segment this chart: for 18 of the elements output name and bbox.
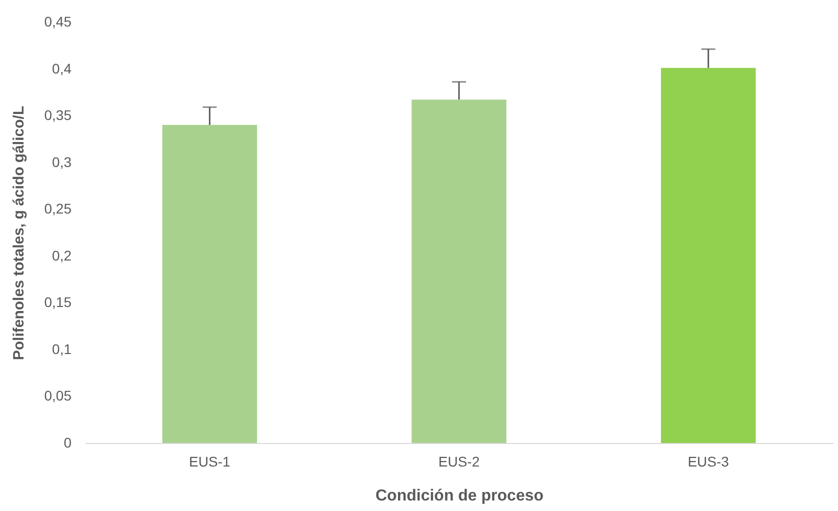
y-tick-label: 0,25 <box>44 200 72 217</box>
x-axis-title: Condición de proceso <box>375 488 544 504</box>
bar <box>162 124 258 443</box>
y-tick-label: 0,2 <box>52 247 72 264</box>
bar <box>412 100 506 443</box>
y-tick-label: 0,05 <box>44 388 72 404</box>
x-tick-label: EUS-3 <box>688 454 730 470</box>
y-tick-label: 0,1 <box>52 340 72 357</box>
y-tick-label: 0,3 <box>52 154 72 170</box>
y-tick-label: 0 <box>64 434 72 450</box>
y-tick-label: 0,35 <box>44 107 72 124</box>
x-tick-label: EUS-1 <box>189 454 230 470</box>
x-tick-label: EUS-2 <box>438 454 480 470</box>
y-tick-label: 0,45 <box>44 14 72 30</box>
bar <box>660 68 756 443</box>
y-tick-label: 0,15 <box>44 294 72 310</box>
y-tick-label: 0,4 <box>52 60 72 76</box>
y-axis-title: Polifenoles totales, g ácido gálico/L <box>10 106 28 360</box>
